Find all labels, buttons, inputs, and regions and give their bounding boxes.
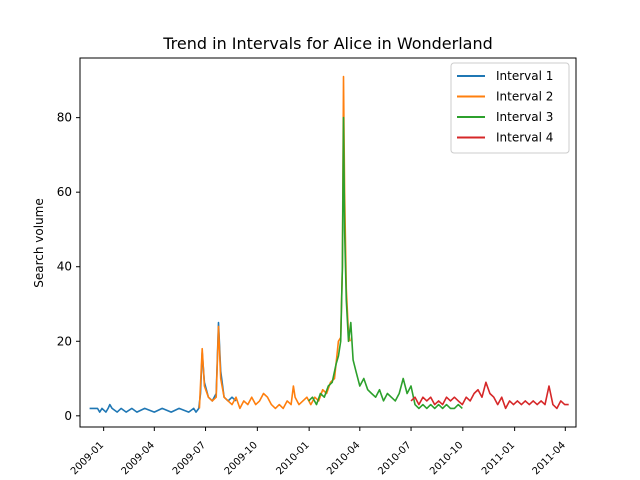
x-tick-label: 2009-07	[171, 440, 208, 477]
x-tick-label: 2011-01	[480, 440, 517, 477]
y-tick-label: 60	[57, 185, 72, 199]
y-tick-label: 40	[57, 260, 72, 274]
series-line-3	[308, 116, 463, 410]
legend-label: Interval 1	[496, 69, 553, 83]
chart-title: Trend in Intervals for Alice in Wonderla…	[162, 34, 493, 53]
y-axis-label: Search volume	[32, 198, 46, 288]
series-layer	[89, 75, 569, 413]
x-tick-label: 2010-01	[274, 440, 311, 477]
x-tick-label: 2010-07	[376, 440, 413, 477]
legend-label: Interval 4	[496, 131, 553, 145]
y-tick-label: 80	[57, 111, 72, 125]
x-tick-label: 2010-04	[325, 440, 362, 477]
x-tick-label: 2011-04	[531, 440, 568, 477]
series-line-2	[198, 75, 351, 410]
y-tick-label: 20	[57, 334, 72, 348]
x-tick-label: 2010-10	[428, 440, 465, 477]
legend-label: Interval 2	[496, 90, 553, 104]
y-axis: 0 20 40 60 80	[57, 111, 80, 423]
series-line-4	[410, 381, 569, 410]
legend-box	[450, 62, 570, 154]
y-tick-label: 0	[64, 409, 72, 423]
legend-label: Interval 3	[496, 110, 553, 124]
x-tick-label: 2009-04	[120, 440, 157, 477]
x-tick-label: 2009-01	[69, 440, 106, 477]
plot-frame	[79, 57, 577, 428]
legend: Interval 1 Interval 2 Interval 3 Interval 4	[450, 62, 570, 154]
x-tick-label: 2009-10	[223, 440, 260, 477]
x-axis: 2009-01 2009-04 2009-07 2009-10 2010-01 2010-…	[69, 427, 568, 477]
